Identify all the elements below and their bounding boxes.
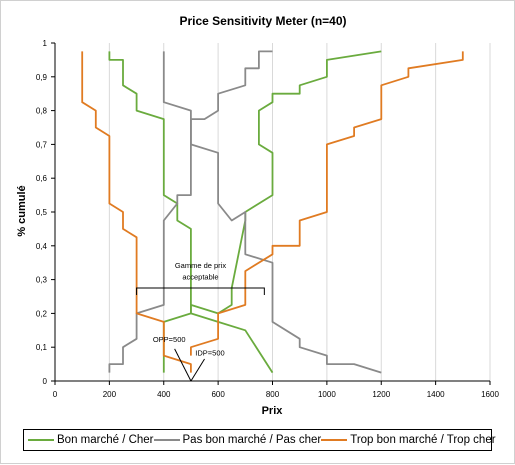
y-tick-label: 0,6 xyxy=(36,174,48,183)
opp-label: OPP=500 xyxy=(153,335,186,344)
opp-callout-line xyxy=(174,348,192,382)
chart-title: Price Sensitivity Meter (n=40) xyxy=(179,14,346,28)
legend-swatch-orange xyxy=(321,439,348,441)
y-tick-label: 0,9 xyxy=(36,73,48,82)
y-tick-label: 0 xyxy=(43,377,48,386)
y-tick-label: 0,5 xyxy=(36,208,48,217)
legend-label: Trop bon marché / Trop cher xyxy=(350,434,496,446)
x-tick-label: 1600 xyxy=(481,390,499,399)
legend: Bon marché / Cher Pas bon marché / Pas c… xyxy=(23,429,496,451)
y-tick-label: 0,7 xyxy=(36,140,48,149)
idp-label: IDP=500 xyxy=(195,349,224,358)
series-line xyxy=(81,51,192,373)
y-tick-label: 0,4 xyxy=(36,242,48,251)
annotations: Gamme de prix acceptable OPP=500 IDP=500 xyxy=(136,261,265,382)
legend-label: Pas bon marché / Pas cher xyxy=(182,434,322,446)
acceptable-range-bracket xyxy=(136,287,265,296)
series-line xyxy=(162,51,382,374)
x-tick-label: 1000 xyxy=(318,390,336,399)
legend-item-bon-marche-cher: Bon marché / Cher xyxy=(28,434,154,446)
x-tick-label: 600 xyxy=(211,390,225,399)
series-line xyxy=(162,50,382,373)
x-axis-label: Prix xyxy=(262,405,284,417)
y-tick-label: 0,2 xyxy=(36,309,48,318)
series-line xyxy=(108,51,274,374)
legend-swatch-grey xyxy=(153,439,180,441)
legend-item-pas-bon-marche: Pas bon marché / Pas cher xyxy=(153,434,322,446)
legend-swatch-green xyxy=(28,439,54,441)
series-lines xyxy=(81,50,464,374)
x-tick-label: 800 xyxy=(266,390,280,399)
series-line xyxy=(108,50,273,373)
series-line xyxy=(189,51,464,356)
x-tick-label: 200 xyxy=(103,390,117,399)
y-tick-label: 0,1 xyxy=(36,343,48,352)
y-axis-label: % cumulé xyxy=(16,185,28,236)
x-tick-label: 1400 xyxy=(427,390,445,399)
y-tick-label: 0,3 xyxy=(36,276,48,285)
y-tick-label: 1 xyxy=(43,39,48,48)
legend-label: Bon marché / Cher xyxy=(57,434,154,446)
x-tick-label: 0 xyxy=(53,390,58,399)
x-tick-label: 1200 xyxy=(372,390,390,399)
axes: 0 200 400 600 800 1000 1200 1400 1600 0 0,1 0,2 0,3 0… xyxy=(36,39,500,399)
y-tick-label: 0,8 xyxy=(36,107,48,116)
range-label-line1: Gamme de prix xyxy=(175,261,227,270)
legend-item-trop-bon-marche: Trop bon marché / Trop cher xyxy=(321,434,496,446)
range-label-line2: acceptable xyxy=(182,273,218,282)
idp-callout-line xyxy=(190,358,205,382)
x-tick-label: 400 xyxy=(157,390,171,399)
